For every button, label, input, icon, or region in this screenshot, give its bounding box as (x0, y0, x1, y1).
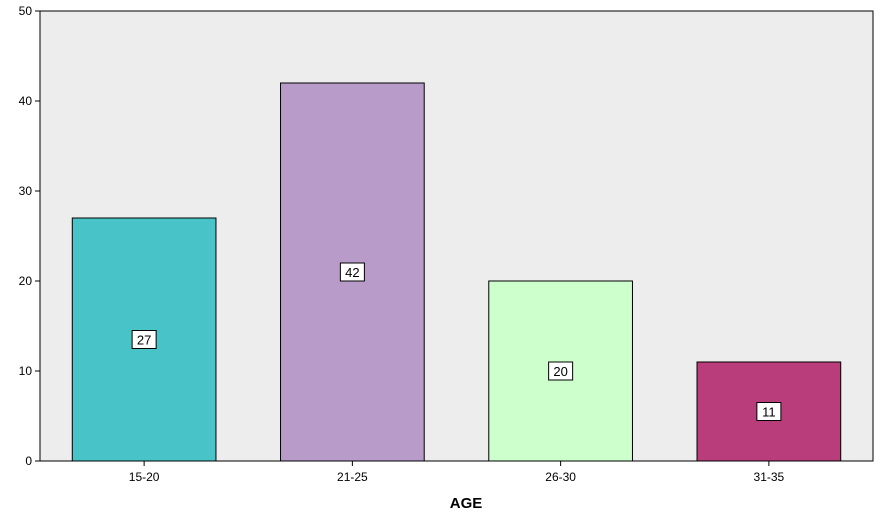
y-tick-label: 20 (19, 274, 33, 288)
y-tick-label: 30 (19, 184, 33, 198)
y-tick-label: 50 (19, 4, 33, 18)
data-label: 27 (137, 333, 151, 348)
x-tick-label: 21-25 (337, 470, 368, 484)
y-axis: 0 10 20 30 40 50 (19, 4, 40, 468)
x-axis: 15-20 21-25 26-30 31-35 (129, 461, 785, 484)
y-tick-label: 0 (25, 454, 32, 468)
x-axis-title: AGE (450, 495, 483, 512)
data-label: 11 (762, 405, 776, 420)
data-label-box (339, 262, 365, 282)
data-label: 42 (345, 265, 359, 280)
x-tick-label: 15-20 (129, 470, 160, 484)
y-tick-label: 40 (19, 94, 33, 108)
x-tick-label: 26-30 (545, 470, 576, 484)
y-tick-label: 10 (19, 364, 33, 378)
data-label: 20 (553, 364, 567, 379)
x-tick-label: 31-35 (754, 470, 785, 484)
data-label-box (131, 330, 157, 349)
data-label-box (756, 402, 782, 421)
data-label-box (548, 361, 574, 381)
bar-series: 27 42 20 11 (71, 82, 842, 462)
